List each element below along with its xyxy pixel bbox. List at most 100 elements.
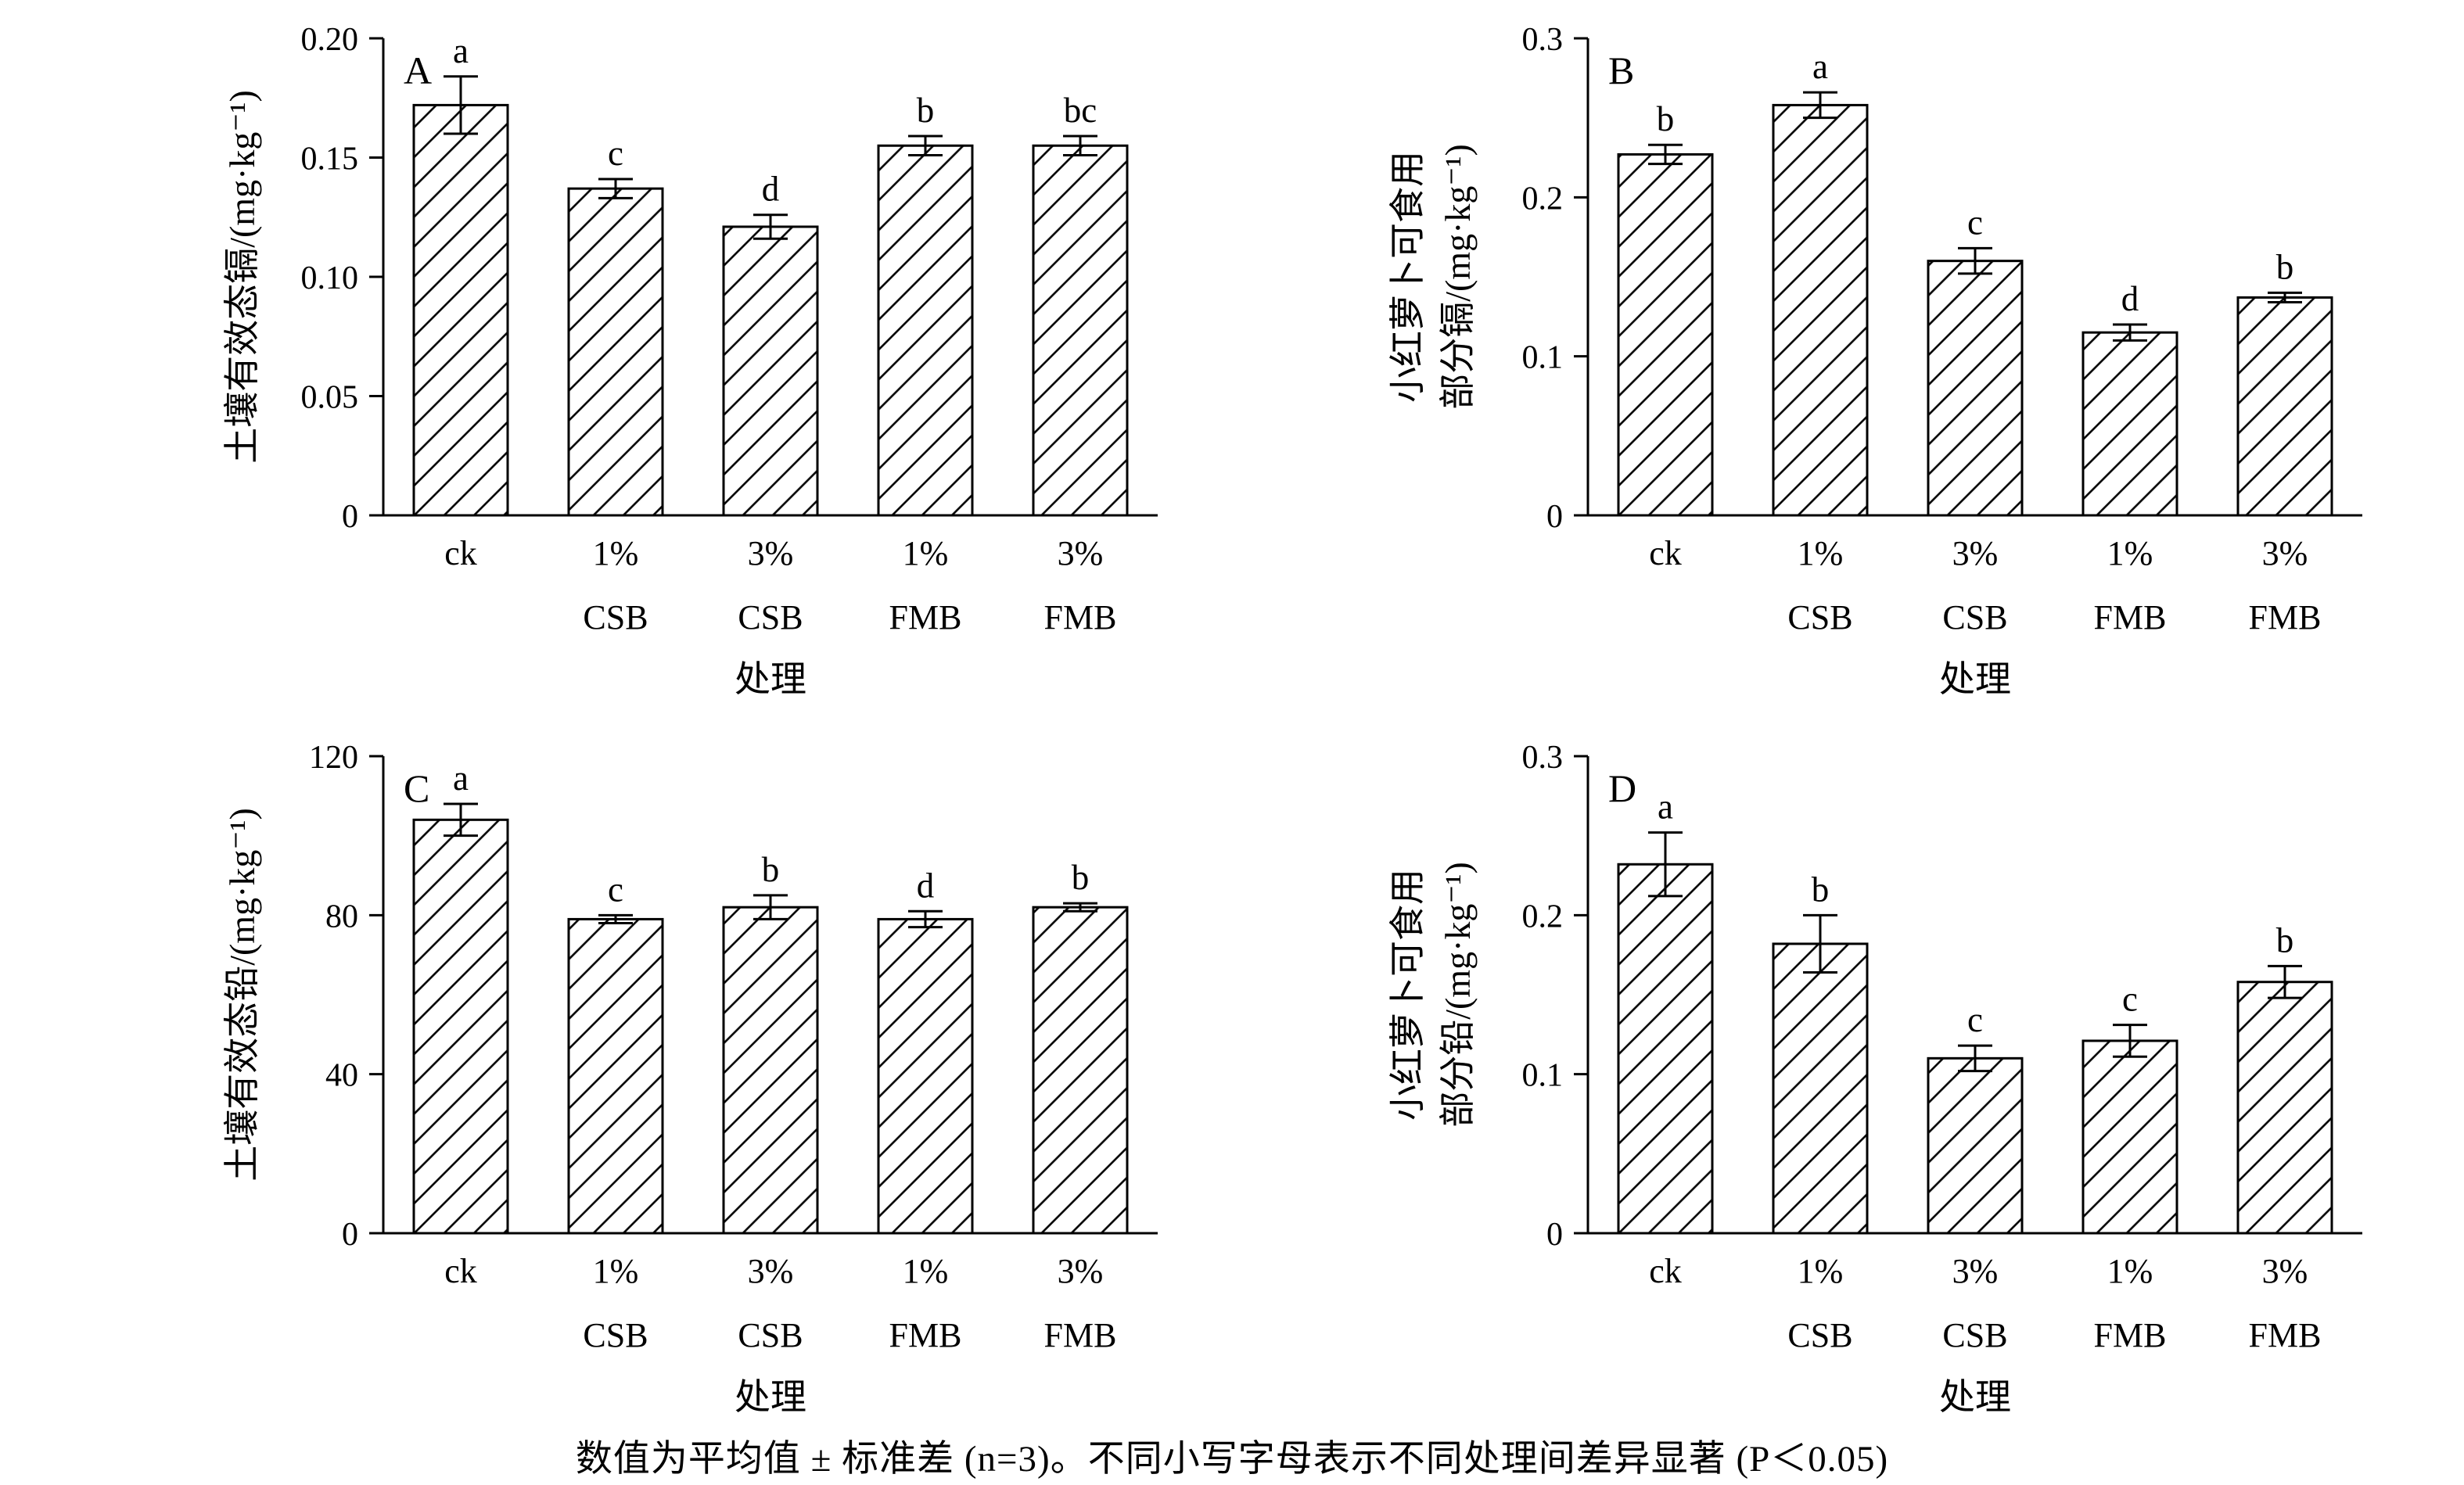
bar-group: b [1617, 99, 1714, 517]
bar [2236, 296, 2333, 517]
bar [1032, 144, 1129, 517]
x-axis-title: 处理 [735, 1377, 806, 1417]
chart-panel-B: 0 0.1 0.2 0.3 小红萝卜可食用 部分镉/(mg·kg⁻¹) Bb ck a 1% CSB… [1388, 22, 2362, 699]
x-cat-label-line1: 3% [2262, 1252, 2308, 1290]
sig-letter: c [608, 134, 623, 173]
x-cat-label-line2: FMB [1044, 598, 1117, 637]
bar-group: b [2236, 920, 2333, 1235]
x-cat-label-line1: 3% [748, 1252, 794, 1290]
bar-group: a [412, 759, 509, 1235]
x-cat-label-line2: CSB [738, 598, 803, 637]
sig-letter: b [762, 850, 780, 889]
sig-letter: a [453, 31, 469, 70]
x-axis-title: 处理 [735, 659, 806, 699]
bar [1772, 103, 1869, 517]
sig-letter: a [1658, 787, 1673, 827]
sig-letter: d [2121, 279, 2139, 318]
y-axis-title: 土壤有效态镉/(mg·kg⁻¹) [222, 90, 262, 464]
bar [722, 225, 819, 517]
bar [722, 906, 819, 1235]
bar [1032, 906, 1129, 1235]
y-tick-label: 0.3 [1522, 22, 1564, 58]
bar [1927, 260, 2024, 517]
bar [877, 144, 974, 517]
x-cat-label-line1: 3% [2262, 534, 2308, 572]
bar [2081, 331, 2178, 517]
x-cat-label-line1: 1% [903, 534, 949, 572]
x-axis-title: 处理 [1939, 659, 2011, 699]
bar-group: b [722, 850, 819, 1235]
sig-letter: b [1812, 870, 1830, 909]
x-cat-label-line1: ck [1649, 1252, 1682, 1290]
panel-letter: C [404, 766, 429, 810]
x-cat-label-line2: FMB [2249, 598, 2322, 637]
chart-panel-D: 0 0.1 0.2 0.3 小红萝卜可食用 部分铅/(mg·kg⁻¹) D a ck b 1% CSB… [1388, 740, 2362, 1417]
sig-letter: a [1812, 47, 1828, 86]
y-axis-title: 部分铅/(mg·kg⁻¹) [1438, 862, 1478, 1128]
sig-letter: b [2276, 920, 2294, 960]
x-cat-label-line2: FMB [2249, 1316, 2322, 1354]
bar [412, 818, 509, 1235]
x-cat-label-line2: CSB [583, 598, 648, 637]
x-cat-label-line1: 3% [1952, 534, 1999, 572]
bar-group: d [2081, 279, 2178, 517]
figure-footnote: 数值为平均值 ± 标准差 (n=3)。不同小写字母表示不同处理间差异显著 (P＜… [575, 1439, 1889, 1480]
bar-group: a [1772, 47, 1869, 517]
bar-group: c [567, 134, 664, 517]
y-tick-label: 0.2 [1522, 181, 1564, 217]
bar-group: c [1927, 203, 2024, 517]
y-tick-label: 0.05 [301, 380, 359, 416]
y-tick-label: 0.1 [1522, 340, 1564, 376]
x-cat-label-line2: FMB [889, 1316, 962, 1354]
x-cat-label-line2: FMB [889, 598, 962, 637]
sig-letter: d [762, 170, 780, 209]
y-tick-label: 40 [325, 1058, 358, 1094]
x-cat-label-line2: FMB [2094, 598, 2167, 637]
bar-group: b [1032, 858, 1129, 1235]
x-cat-label-line1: 1% [593, 534, 639, 572]
x-cat-label-line2: CSB [1942, 598, 2007, 637]
sig-letter: c [2122, 980, 2138, 1019]
x-cat-label-line1: 3% [1952, 1252, 1999, 1290]
y-tick-label: 0 [1546, 499, 1563, 535]
x-cat-label-line2: CSB [1787, 598, 1852, 637]
bar-group: d [722, 170, 819, 517]
sig-letter: c [1967, 203, 1983, 242]
panel-letter: B [1608, 48, 1634, 92]
bar-group: c [1927, 1000, 2024, 1235]
y-tick-label: 0.20 [301, 22, 359, 58]
bar [412, 103, 509, 517]
bar [1772, 942, 1869, 1235]
x-cat-label-line2: CSB [1787, 1316, 1852, 1354]
sig-letter: d [917, 866, 935, 905]
y-tick-label: 0.10 [301, 260, 359, 296]
bar-group: b [2236, 247, 2333, 517]
panel-letter: A [404, 48, 432, 92]
bar [2236, 981, 2333, 1235]
x-cat-label-line2: FMB [1044, 1316, 1117, 1354]
y-tick-label: 0 [342, 1217, 358, 1253]
x-cat-label-line1: 1% [2107, 534, 2153, 572]
bar-group: a [412, 31, 509, 517]
y-tick-label: 0.2 [1522, 899, 1564, 934]
bar-group: a [1617, 787, 1714, 1235]
x-cat-label-line1: 1% [593, 1252, 639, 1290]
bar-group: c [567, 870, 664, 1235]
y-tick-label: 120 [309, 740, 358, 776]
sig-letter: c [1967, 1000, 1983, 1039]
bar [567, 917, 664, 1235]
y-axis-title: 土壤有效态铅/(mg·kg⁻¹) [222, 808, 262, 1182]
y-tick-label: 0.1 [1522, 1058, 1564, 1094]
sig-letter: a [453, 759, 469, 798]
bar-group: b [1772, 870, 1869, 1235]
panel-letter: D [1608, 766, 1636, 810]
bar [2081, 1039, 2178, 1235]
sig-letter: bc [1064, 91, 1097, 130]
bar [1927, 1056, 2024, 1235]
x-cat-label-line2: CSB [738, 1316, 803, 1354]
x-cat-label-line1: 1% [1798, 1252, 1844, 1290]
